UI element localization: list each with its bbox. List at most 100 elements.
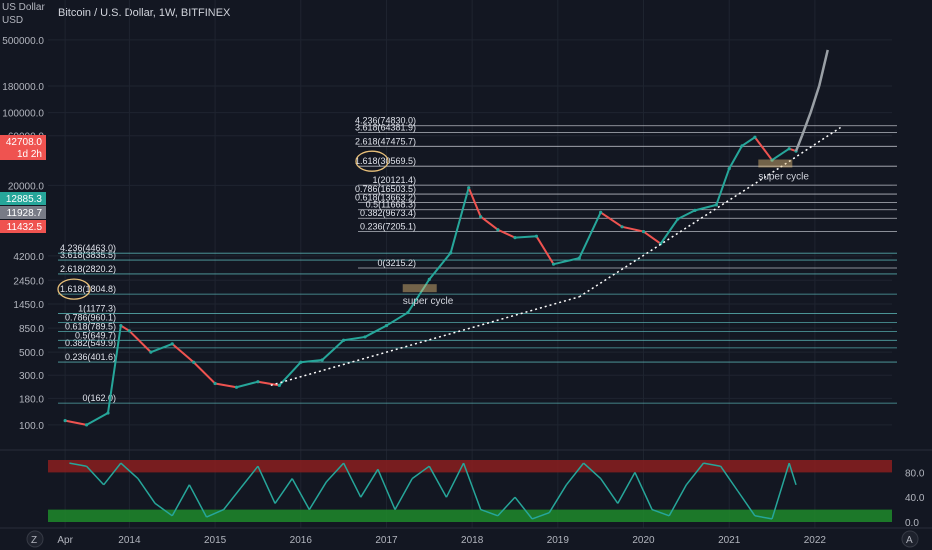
oscillator-segment (703, 462, 721, 467)
price-segment (449, 187, 470, 254)
time-tick-label: 2019 (547, 535, 570, 546)
fib-level-label: 2.618(2820.2) (60, 264, 116, 274)
oscillator-segment (325, 462, 345, 483)
price-segment (150, 342, 173, 354)
price-tick-label: 20000.0 (8, 181, 45, 192)
price-point (234, 385, 239, 389)
price-badge-label: 12885.3 (6, 194, 43, 205)
price-segment (642, 230, 662, 245)
price-point (213, 381, 217, 386)
oscillator-segment (668, 484, 688, 517)
price-point (753, 135, 757, 139)
price-segment (321, 339, 345, 361)
price-badge (0, 220, 46, 233)
price-tick-label: 100.0 (19, 421, 44, 432)
price-segment (257, 380, 280, 387)
fib-level-label: 1(20121.4) (372, 175, 416, 185)
price-segment (467, 187, 482, 218)
svg-text:A: A (906, 535, 913, 546)
oscillator-segment (86, 465, 105, 486)
price-point (534, 234, 539, 238)
oscillator-segment (771, 462, 790, 520)
annotation-circle (355, 150, 389, 172)
time-tick-label: 2016 (290, 535, 313, 546)
price-point (551, 262, 556, 266)
oscillator-segment (634, 472, 653, 510)
price-point (714, 203, 718, 207)
fib-level-label: 0(3215.2) (377, 258, 416, 268)
osc-tick-label: 0.0 (905, 518, 919, 529)
price-tick-label: 1450.0 (13, 300, 44, 311)
zoom-z-icon[interactable]: Z (26, 530, 44, 548)
price-segment (385, 311, 409, 327)
price-segment (754, 136, 773, 161)
price-badge (0, 192, 46, 205)
time-tick-label: 2020 (632, 535, 655, 546)
oscillator-segment (685, 462, 705, 486)
price-point (727, 166, 731, 171)
price-segment (497, 228, 516, 239)
fib-level-label: 3.618(64381.9) (355, 123, 416, 133)
oscillator-segment (188, 484, 208, 518)
oscillator-segment (69, 462, 87, 467)
oscillator-segment (720, 465, 739, 492)
price-point (106, 411, 110, 415)
oscillator-segment (291, 478, 310, 510)
price-badges: 42708.01d 2h 12885.3 11928.7 11432.5 (0, 135, 46, 233)
oscillator-segment (565, 462, 585, 486)
oscillator-segment (240, 465, 259, 489)
oscillator-segment (206, 508, 224, 518)
price-segment (236, 380, 259, 389)
price-point (513, 236, 517, 240)
auto-scale-icon[interactable]: A (901, 530, 919, 548)
oscillator-segment (154, 502, 173, 517)
price-badge (0, 135, 46, 148)
fib-level-label: 2.618(47475.7) (355, 136, 416, 146)
price-point (479, 215, 483, 219)
price-segment (578, 211, 602, 259)
oscillator-segment (120, 462, 139, 480)
super-cycle-box (402, 284, 437, 293)
time-tick-label: 2018 (461, 535, 484, 546)
fib-level-label: 0.618(789.5) (65, 321, 116, 331)
time-axis[interactable]: Apr 2014 2015 2016 2017 2018 2019 2020 2021 2022 (57, 535, 826, 546)
price-point (577, 256, 581, 260)
price-point (787, 147, 791, 151)
fib-level-label: 0.382(549.9) (65, 338, 116, 348)
price-segment (192, 361, 216, 385)
oscillator-segment (583, 462, 602, 480)
symbol-title[interactable]: Bitcoin / U.S. Dollar, 1W, BITFINEX (58, 7, 231, 19)
oscillator-segment (651, 508, 670, 517)
trendline-segment (270, 296, 580, 387)
super-cycle-label: super cycle (758, 172, 809, 183)
fibonacci-levels: 0(162.0) 0.236(401.6) 0.382(549.9)0.5(649.… (57, 116, 897, 404)
annotations: super cycle super cycle (402, 159, 809, 307)
price-segment (728, 145, 743, 170)
price-point (599, 210, 603, 215)
projection-segment (817, 49, 829, 87)
oscillator-segment (394, 478, 413, 510)
price-segment (535, 235, 555, 265)
price-segment (741, 136, 756, 147)
fib-level-label: 1.618(30569.5) (355, 156, 416, 166)
fib-level-label: 0(162.0) (82, 393, 116, 403)
price-point (641, 229, 646, 234)
oscillator-segment (377, 469, 396, 510)
price-tick-label: 180000.0 (2, 82, 44, 93)
oscillator-segment (480, 508, 499, 517)
price-point (320, 358, 324, 362)
osc-tick-label: 40.0 (905, 493, 925, 504)
price-point (119, 323, 123, 328)
price-segment (128, 330, 152, 353)
price-segment (480, 215, 499, 231)
price-segment (771, 147, 790, 161)
price-segment (214, 382, 237, 389)
price-badge-label: 1d 2h (17, 149, 42, 160)
oversold-band (48, 509, 892, 522)
price-tick-label: 500000.0 (2, 36, 44, 47)
axis-title: US Dollar (2, 2, 45, 13)
oscillator-segment (428, 465, 448, 498)
price-point (496, 228, 500, 232)
oscillator-axis[interactable]: 80.0 40.0 0.0 (905, 468, 925, 529)
